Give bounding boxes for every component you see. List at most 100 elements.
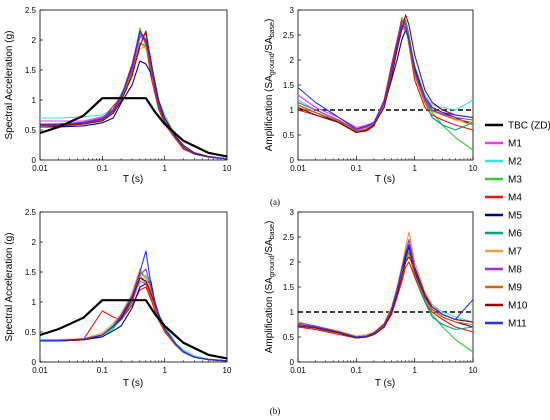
legend-item: M6 xyxy=(485,229,522,240)
x-axis-label: T (s) xyxy=(375,378,395,389)
y-tick-label: 2.5 xyxy=(283,233,295,242)
y-axis-label-part: ) xyxy=(264,221,275,224)
legend-label: M8 xyxy=(508,265,522,276)
series-line-m4 xyxy=(39,30,228,160)
legend-item: M2 xyxy=(485,157,522,168)
x-tick-label: 10 xyxy=(223,366,232,375)
series-line-m11 xyxy=(40,250,228,362)
series-line-tbc-zd xyxy=(39,299,228,360)
series-line-m10 xyxy=(40,30,228,160)
y-tick-label: 1.5 xyxy=(283,283,295,292)
legend-label: M2 xyxy=(508,157,522,168)
x-tick-label: 10 xyxy=(469,366,478,375)
x-tick-label: 0.1 xyxy=(351,366,363,375)
y-tick-label: 0.5 xyxy=(25,126,37,135)
series-line-m11 xyxy=(297,243,474,338)
x-tick-label: 10 xyxy=(223,164,232,173)
legend-label: M11 xyxy=(508,319,527,330)
series-line-m3 xyxy=(297,251,474,353)
axis-ticks: 0 0.5 1 1.5 2 2.5 3 0.01 0.1 1 10 xyxy=(283,208,478,375)
series-line-tbc-zd xyxy=(39,97,228,158)
panel-a-spectra: 0 0.5 1 1.5 2 2.5 0.01 0.1 1 10 Spectral Accelera… xyxy=(4,6,232,185)
legend-label: TBC (ZD) xyxy=(508,121,550,132)
panel-label-a: (a) xyxy=(270,197,280,207)
x-tick-label: 0.01 xyxy=(32,164,48,173)
series-line-m7 xyxy=(297,231,474,337)
y-axis-label-part: /SA xyxy=(264,37,275,53)
y-tick-label: 2.5 xyxy=(283,31,295,40)
y-axis-label-sub: base xyxy=(269,224,276,239)
x-tick-label: 0.01 xyxy=(290,366,306,375)
y-tick-label: 0.5 xyxy=(283,131,295,140)
legend-item: M11 xyxy=(485,319,527,330)
series-lines xyxy=(39,250,228,362)
x-tick-label: 0.1 xyxy=(351,164,363,173)
x-tick-label: 0.1 xyxy=(97,164,109,173)
legend-label: M6 xyxy=(508,229,522,240)
legend-item: M4 xyxy=(485,193,522,204)
legend-item: M7 xyxy=(485,247,522,258)
y-axis-label: Spectral Acceleration (g) xyxy=(4,31,15,140)
y-tick-label: 3 xyxy=(290,6,295,15)
y-tick-label: 1.5 xyxy=(25,268,37,277)
y-tick-label: 2 xyxy=(290,56,295,65)
y-tick-label: 1.5 xyxy=(25,66,37,75)
series-lines xyxy=(39,27,228,160)
y-axis-label-sub: base xyxy=(269,22,276,37)
panel-b-spectra: 0 0.5 1 1.5 2 2.5 0.01 0.1 1 10 Spectral Accelera… xyxy=(4,208,232,389)
legend-item: M1 xyxy=(485,139,522,150)
legend-item: M8 xyxy=(485,265,522,276)
y-axis-label-part: /SA xyxy=(264,239,275,255)
legend: TBC (ZD) M1 M2 M3 M4 M5 M6 M7 M8 M9 M10 M11 xyxy=(485,121,550,330)
y-axis-label-sub: ground xyxy=(269,53,276,75)
legend-label: M7 xyxy=(508,247,522,258)
series-lines xyxy=(297,14,474,151)
legend-label: M1 xyxy=(508,139,522,150)
series-line-m7 xyxy=(40,268,228,362)
x-tick-label: 1 xyxy=(412,366,417,375)
legend-label: M5 xyxy=(508,211,522,222)
y-axis-label-part: ) xyxy=(264,19,275,22)
y-tick-label: 0 xyxy=(290,156,295,165)
legend-item: TBC (ZD) xyxy=(485,121,550,132)
y-tick-label: 2 xyxy=(32,36,37,45)
y-axis-label-sub: ground xyxy=(269,255,276,277)
series-line-m8 xyxy=(40,33,228,160)
y-tick-label: 1 xyxy=(290,308,295,317)
series-lines xyxy=(297,231,474,353)
legend-item: M3 xyxy=(485,175,522,186)
legend-item: M10 xyxy=(485,301,528,312)
x-tick-label: 0.01 xyxy=(290,164,306,173)
x-axis-label: T (s) xyxy=(375,174,395,185)
series-line-m8 xyxy=(40,268,228,362)
x-tick-label: 1 xyxy=(412,164,417,173)
legend-label: M9 xyxy=(508,283,522,294)
x-tick-label: 1 xyxy=(162,164,167,173)
legend-item: M9 xyxy=(485,283,522,294)
y-axis-label: Amplification (SAground/SAbase) xyxy=(264,221,276,354)
y-tick-label: 2.5 xyxy=(25,6,37,15)
legend-item: M5 xyxy=(485,211,522,222)
y-tick-label: 2 xyxy=(32,238,37,247)
panel-label-b: (b) xyxy=(270,406,281,416)
series-line-m10 xyxy=(297,14,474,134)
axis-ticks: 0 0.5 1 1.5 2 2.5 0.01 0.1 1 10 xyxy=(25,6,232,173)
y-tick-label: 2.5 xyxy=(25,208,37,217)
y-tick-label: 0 xyxy=(32,358,37,367)
x-axis-label: T (s) xyxy=(123,378,143,389)
series-line-m8 xyxy=(297,21,474,131)
y-tick-label: 0.5 xyxy=(283,333,295,342)
x-tick-label: 0.1 xyxy=(97,366,109,375)
panel-b-amplification: 0 0.5 1 1.5 2 2.5 3 0.01 0.1 1 10 Amplification (S… xyxy=(264,208,478,389)
series-line-m3 xyxy=(40,27,228,160)
x-tick-label: 10 xyxy=(469,164,478,173)
series-line-m3 xyxy=(297,16,474,151)
y-tick-label: 0 xyxy=(32,156,37,165)
plot-frame xyxy=(297,9,474,161)
plot-frame xyxy=(297,211,474,363)
plot-frame xyxy=(39,9,228,161)
series-line-m11 xyxy=(297,24,474,130)
y-axis-label-part: Amplification (SA xyxy=(264,75,275,151)
axis-ticks: 0 0.5 1 1.5 2 2.5 3 0.01 0.1 1 10 xyxy=(283,6,478,173)
